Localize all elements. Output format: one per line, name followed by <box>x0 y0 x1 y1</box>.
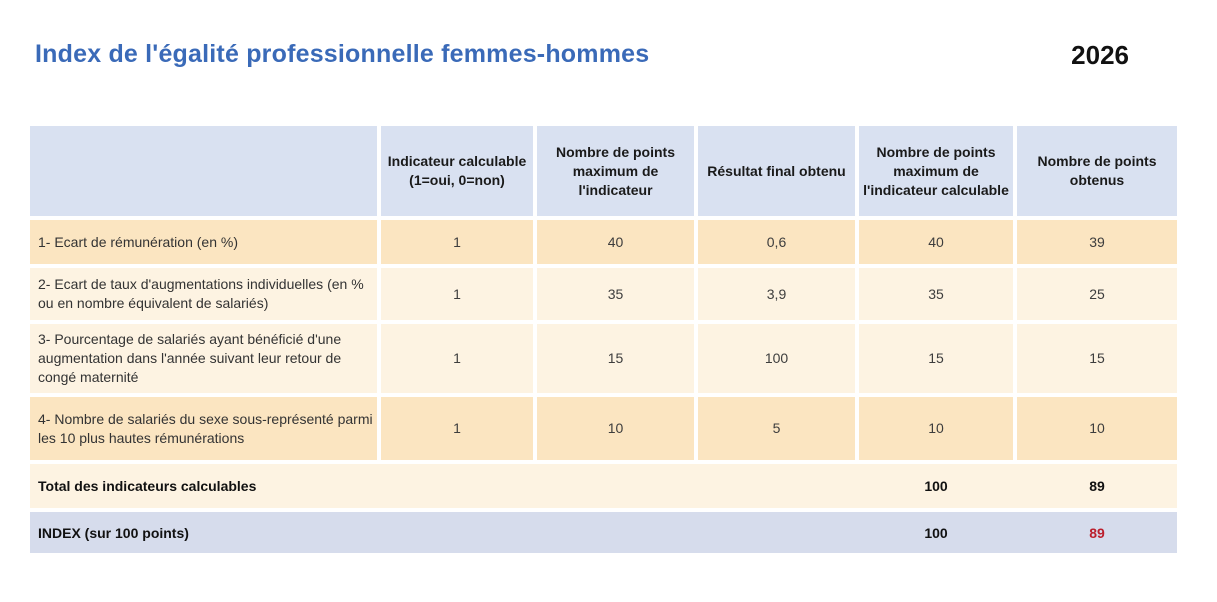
total-row-label: Total des indicateurs calculables <box>38 478 257 494</box>
row-2-points-max: 35 <box>537 268 694 320</box>
row-2-points-max-calculable: 35 <box>859 268 1013 320</box>
row-1-label: 1- Ecart de rémunération (en %) <box>30 220 377 264</box>
row-1-resultat: 0,6 <box>698 220 855 264</box>
index-points-obtenus: 89 <box>1089 524 1105 541</box>
row-4-label: 4- Nombre de salariés du sexe sous-repré… <box>30 397 377 460</box>
row-3-points-max: 15 <box>537 324 694 393</box>
total-points-max: 100 <box>924 478 948 494</box>
header-cell-resultat-final: Résultat final obtenu <box>698 126 855 216</box>
row-4-points-max-calculable: 10 <box>859 397 1013 460</box>
header-cell-empty <box>30 126 377 216</box>
table-grid: Indicateur calculable (1=oui, 0=non) Nom… <box>30 126 1177 460</box>
header-cell-indicateur-calculable: Indicateur calculable (1=oui, 0=non) <box>381 126 533 216</box>
row-4-resultat: 5 <box>698 397 855 460</box>
row-2-label: 2- Ecart de taux d'augmentations individ… <box>30 268 377 320</box>
row-2-points-obtenus: 25 <box>1017 268 1177 320</box>
index-points-max: 100 <box>924 524 948 541</box>
titlebar: Index de l'égalité professionnelle femme… <box>0 40 1217 80</box>
row-1-points-max-calculable: 40 <box>859 220 1013 264</box>
index-row-label: INDEX (sur 100 points) <box>38 524 189 541</box>
year-label: 2026 <box>1071 40 1129 70</box>
row-1-calculable: 1 <box>381 220 533 264</box>
total-row: Total des indicateurs calculables 100 89 <box>30 464 1177 508</box>
row-3-points-obtenus: 15 <box>1017 324 1177 393</box>
row-3-resultat: 100 <box>698 324 855 393</box>
row-4-calculable: 1 <box>381 397 533 460</box>
page-title: Index de l'égalité professionnelle femme… <box>35 40 650 68</box>
header-cell-points-max-calculable: Nombre de points maximum de l'indicateur… <box>859 126 1013 216</box>
row-2-resultat: 3,9 <box>698 268 855 320</box>
equality-index-table: Indicateur calculable (1=oui, 0=non) Nom… <box>30 126 1177 553</box>
row-4-points-obtenus: 10 <box>1017 397 1177 460</box>
row-4-points-max: 10 <box>537 397 694 460</box>
header-cell-points-max-indicateur: Nombre de points maximum de l'indicateur <box>537 126 694 216</box>
row-1-points-obtenus: 39 <box>1017 220 1177 264</box>
row-3-label: 3- Pourcentage de salariés ayant bénéfic… <box>30 324 377 393</box>
row-2-calculable: 1 <box>381 268 533 320</box>
row-3-calculable: 1 <box>381 324 533 393</box>
row-1-points-max: 40 <box>537 220 694 264</box>
total-points-obtenus: 89 <box>1089 478 1105 494</box>
header-cell-points-obtenus: Nombre de points obtenus <box>1017 126 1177 216</box>
row-3-points-max-calculable: 15 <box>859 324 1013 393</box>
index-row: INDEX (sur 100 points) 100 89 <box>30 512 1177 553</box>
